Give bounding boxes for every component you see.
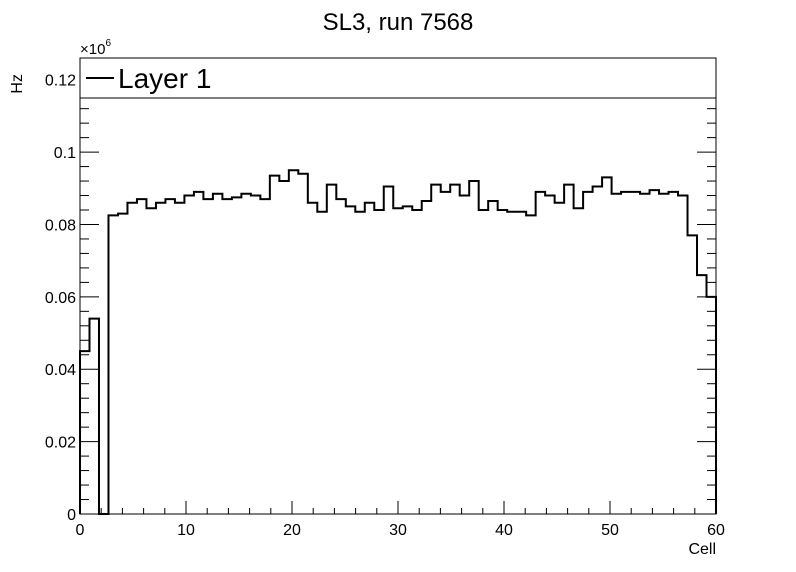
y-multiplier: ×106 (80, 38, 111, 58)
axis-ticks: 0 10 20 30 40 50 60 0 0.02 0.04 0.06 0.08 0.1 0.12 (45, 58, 725, 539)
x-tick-label: 60 (707, 522, 725, 539)
y-tick-label: 0.02 (45, 435, 76, 452)
y-tick-label: 0 (67, 507, 76, 524)
y-multiplier-exp: 6 (105, 38, 111, 49)
x-tick-label: 40 (495, 522, 513, 539)
plot-frame (79, 57, 717, 515)
legend-label-1: Layer 1 (118, 63, 211, 94)
x-tick-label: 10 (177, 522, 195, 539)
y-tick-label: 0.1 (54, 145, 76, 162)
chart-title: SL3, run 7568 (323, 9, 474, 36)
x-axis-label: Cell (688, 541, 716, 558)
series-line-1 (79, 169, 717, 515)
x-tick-label: 0 (76, 522, 85, 539)
y-multiplier-base: ×10 (80, 41, 105, 58)
legend: Layer 1 (79, 57, 717, 99)
x-tick-label: 20 (283, 522, 301, 539)
x-tick-label: 30 (389, 522, 407, 539)
y-tick-label: 0.08 (45, 217, 76, 234)
y-tick-label: 0.12 (45, 73, 76, 90)
y-axis-label: Hz (9, 74, 26, 94)
series-layer (79, 169, 717, 515)
x-tick-label: 50 (601, 522, 619, 539)
y-tick-label: 0.06 (45, 290, 76, 307)
legend-box (79, 57, 717, 99)
y-tick-label: 0.04 (45, 362, 76, 379)
